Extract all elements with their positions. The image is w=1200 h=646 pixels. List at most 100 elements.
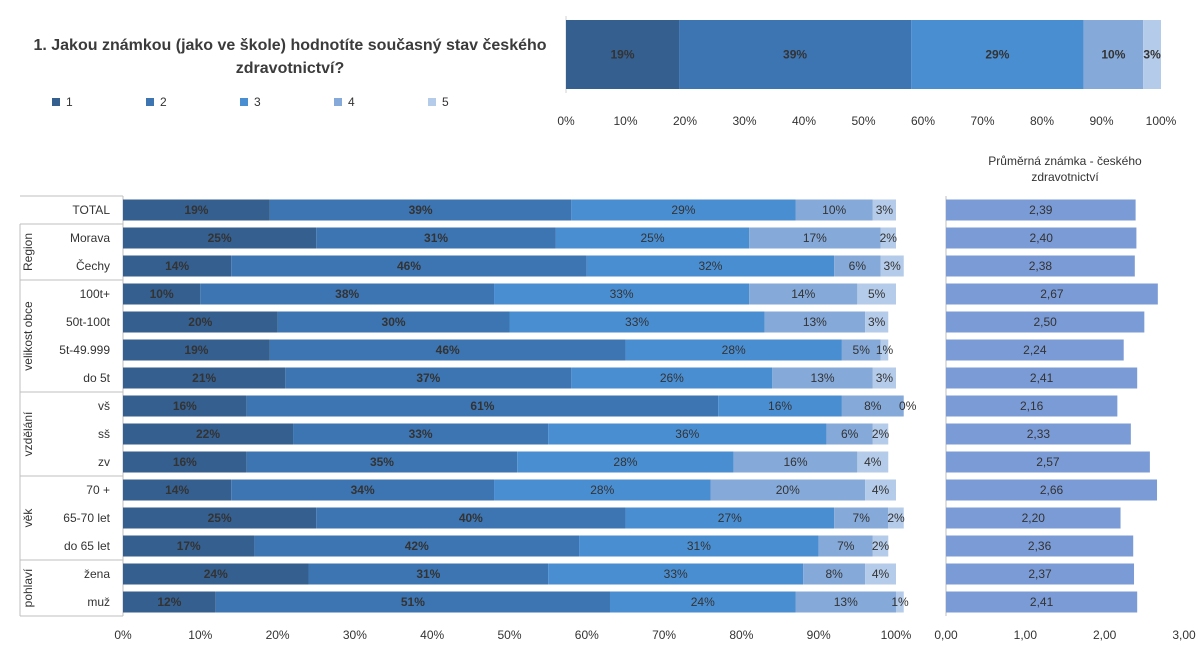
bar-segment-5 bbox=[872, 535, 889, 557]
breakdown-tick-label: 100% bbox=[881, 628, 912, 642]
average-data-label: 2,50 bbox=[1033, 315, 1057, 329]
bar-data-label-4: 10% bbox=[822, 203, 846, 217]
bar-segment-1 bbox=[123, 283, 201, 305]
group-label: věk bbox=[21, 508, 35, 528]
bar-segment-1 bbox=[123, 535, 255, 557]
breakdown-tick-label: 80% bbox=[729, 628, 753, 642]
average-tick-label: 1,00 bbox=[1014, 628, 1038, 642]
bar-data-label-5: 4% bbox=[872, 483, 890, 497]
average-bar bbox=[946, 367, 1138, 389]
bar-data-label-1: 24% bbox=[204, 567, 228, 581]
bar-segment-5 bbox=[857, 451, 889, 473]
bar-segment-4 bbox=[803, 563, 866, 585]
average-data-label: 2,39 bbox=[1029, 203, 1053, 217]
bar-segment-3 bbox=[586, 255, 835, 277]
bar-data-label-3: 28% bbox=[613, 455, 637, 469]
bar-segment-3 bbox=[579, 535, 819, 557]
legend-swatch-4 bbox=[334, 98, 342, 106]
category-label: 50t-100t bbox=[66, 315, 111, 329]
category-label: do 5t bbox=[83, 371, 110, 385]
bar-data-label-5: 3% bbox=[876, 371, 894, 385]
average-data-label: 2,57 bbox=[1036, 455, 1060, 469]
average-data-label: 2,33 bbox=[1027, 427, 1051, 441]
bar-data-label-3: 31% bbox=[687, 539, 711, 553]
bar-segment-3 bbox=[517, 451, 734, 473]
bar-data-label-4: 13% bbox=[811, 371, 835, 385]
bar-data-label-2: 30% bbox=[382, 315, 406, 329]
bar-segment-2 bbox=[254, 535, 580, 557]
breakdown-tick-label: 30% bbox=[343, 628, 367, 642]
bar-data-label-2: 40% bbox=[459, 511, 483, 525]
bar-segment-4 bbox=[749, 283, 858, 305]
bar-segment-3 bbox=[571, 367, 773, 389]
average-bar bbox=[946, 283, 1158, 305]
bar-data-label-4: 5% bbox=[853, 343, 871, 357]
category-label: sš bbox=[98, 427, 110, 441]
bar-segment-1 bbox=[123, 591, 216, 613]
average-data-label: 2,20 bbox=[1022, 511, 1046, 525]
legend-swatch-5 bbox=[428, 98, 436, 106]
average-data-label: 2,66 bbox=[1040, 483, 1064, 497]
bar-segment-1 bbox=[123, 227, 317, 249]
summary-segment-3 bbox=[911, 20, 1084, 89]
bar-segment-3 bbox=[625, 339, 842, 361]
bar-data-label-2: 34% bbox=[351, 483, 375, 497]
bar-segment-5 bbox=[872, 367, 896, 389]
average-tick-label: 0,00 bbox=[934, 628, 958, 642]
bar-data-label-5: 3% bbox=[868, 315, 886, 329]
summary-tick-label: 100% bbox=[1146, 114, 1177, 128]
bar-data-label-5: 1% bbox=[876, 343, 894, 357]
bar-segment-2 bbox=[246, 395, 719, 417]
bar-segment-1 bbox=[123, 367, 286, 389]
category-label: 65-70 let bbox=[63, 511, 110, 525]
legend-label-4: 4 bbox=[348, 95, 355, 109]
summary-tick-label: 90% bbox=[1089, 114, 1113, 128]
legend-label-2: 2 bbox=[160, 95, 167, 109]
bar-segment-3 bbox=[548, 563, 804, 585]
bar-segment-2 bbox=[293, 423, 549, 445]
average-bar bbox=[946, 227, 1137, 249]
average-tick-label: 3,00 bbox=[1172, 628, 1196, 642]
average-data-label: 2,37 bbox=[1028, 567, 1052, 581]
summary-tick-label: 50% bbox=[851, 114, 875, 128]
bar-data-label-5: 2% bbox=[887, 511, 905, 525]
bar-data-label-4: 16% bbox=[783, 455, 807, 469]
bar-data-label-2: 31% bbox=[424, 231, 448, 245]
category-label: do 65 let bbox=[64, 539, 111, 553]
bar-segment-3 bbox=[625, 507, 835, 529]
bar-data-label-3: 28% bbox=[590, 483, 614, 497]
bar-segment-1 bbox=[123, 199, 270, 221]
average-data-label: 2,36 bbox=[1028, 539, 1052, 553]
breakdown-tick-label: 50% bbox=[497, 628, 521, 642]
bar-data-label-1: 21% bbox=[192, 371, 216, 385]
bar-data-label-1: 16% bbox=[173, 455, 197, 469]
average-bar bbox=[946, 451, 1150, 473]
legend-swatch-2 bbox=[146, 98, 154, 106]
average-tick-label: 2,00 bbox=[1093, 628, 1117, 642]
average-bar bbox=[946, 311, 1145, 333]
legend-swatch-1 bbox=[52, 98, 60, 106]
bar-segment-3 bbox=[494, 283, 750, 305]
bar-data-label-2: 38% bbox=[335, 287, 359, 301]
summary-tick-label: 60% bbox=[911, 114, 935, 128]
bar-segment-4 bbox=[826, 423, 873, 445]
average-bar bbox=[946, 199, 1136, 221]
bar-data-label-1: 25% bbox=[208, 231, 232, 245]
bar-data-label-2: 42% bbox=[405, 539, 429, 553]
bar-segment-4 bbox=[818, 535, 873, 557]
bar-segment-1 bbox=[123, 311, 278, 333]
bar-segment-2 bbox=[231, 255, 587, 277]
bar-segment-2 bbox=[215, 591, 610, 613]
average-bar bbox=[946, 339, 1124, 361]
bar-segment-5 bbox=[872, 199, 896, 221]
bar-data-label-4: 13% bbox=[834, 595, 858, 609]
bar-segment-5 bbox=[880, 339, 889, 361]
bar-segment-1 bbox=[123, 339, 270, 361]
bar-segment-4 bbox=[841, 395, 904, 417]
category-label: 100t+ bbox=[80, 287, 110, 301]
bar-data-label-2: 31% bbox=[416, 567, 440, 581]
category-label: 5t-49.999 bbox=[59, 343, 110, 357]
bar-data-label-1: 17% bbox=[177, 539, 201, 553]
bar-segment-4 bbox=[841, 339, 881, 361]
bar-data-label-5: 5% bbox=[868, 287, 886, 301]
